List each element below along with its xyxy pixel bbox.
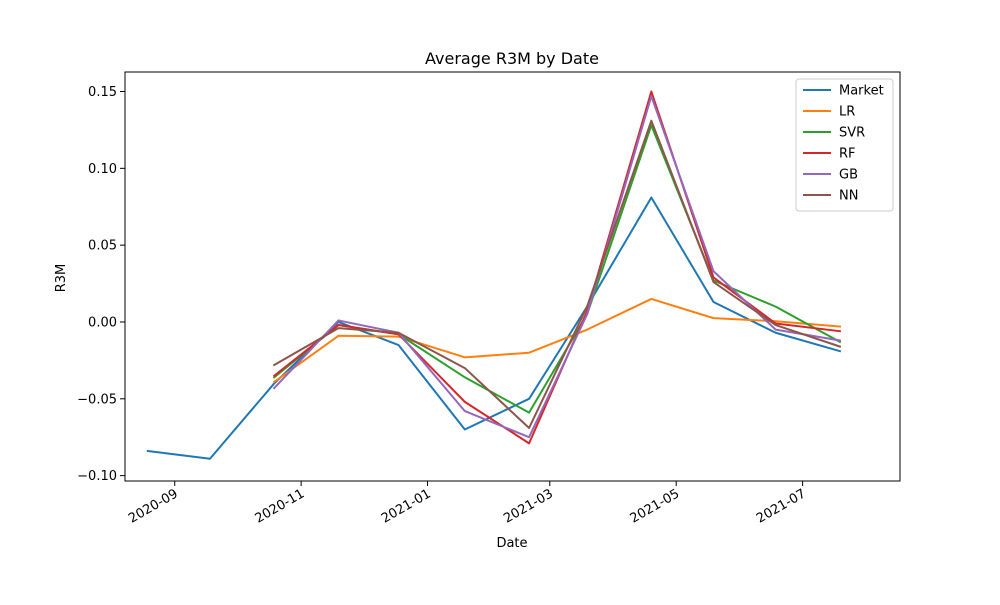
legend-label-gb: GB: [839, 168, 858, 183]
legend: Market LR SVR RF GB NN: [795, 78, 894, 212]
legend-label-svr: SVR: [839, 126, 865, 141]
x-axis: 2020-09 2020-11 2021-01 2021-03 2021-05 2021-…: [126, 481, 809, 527]
x-tick-label: 2020-11: [253, 486, 308, 526]
series-line-nn: [272, 119, 842, 429]
y-tick-label: 0.15: [88, 85, 117, 100]
y-tick-label: 0.10: [88, 162, 117, 177]
series-line-rf: [272, 90, 842, 445]
legend-label-nn: NN: [839, 189, 858, 204]
y-axis-title: R3M: [54, 264, 69, 293]
x-tick-label: 2021-03: [501, 486, 556, 526]
series-layer: [146, 90, 842, 460]
series-line-gb: [272, 95, 842, 439]
x-tick-label: 2021-01: [379, 486, 434, 526]
y-tick-label: 0.05: [88, 239, 117, 254]
legend-label-market: Market: [839, 84, 884, 99]
chart-title: Average R3M by Date: [425, 49, 599, 68]
x-tick-label: 2021-07: [754, 486, 809, 526]
y-tick-label: −0.10: [77, 469, 117, 484]
x-axis-title: Date: [496, 536, 527, 551]
x-tick-label: 2020-09: [126, 486, 181, 526]
y-tick-label: −0.05: [77, 392, 117, 407]
x-tick-label: 2021-05: [628, 486, 683, 526]
series-line-lr: [272, 297, 841, 384]
series-line-market: [146, 196, 842, 460]
y-tick-label: 0.00: [88, 315, 117, 330]
plot-frame: [124, 71, 901, 482]
y-axis: −0.10 −0.05 0.00 0.05 0.10 0.15: [77, 85, 125, 484]
legend-label-rf: RF: [839, 147, 856, 162]
legend-label-lr: LR: [839, 105, 855, 120]
